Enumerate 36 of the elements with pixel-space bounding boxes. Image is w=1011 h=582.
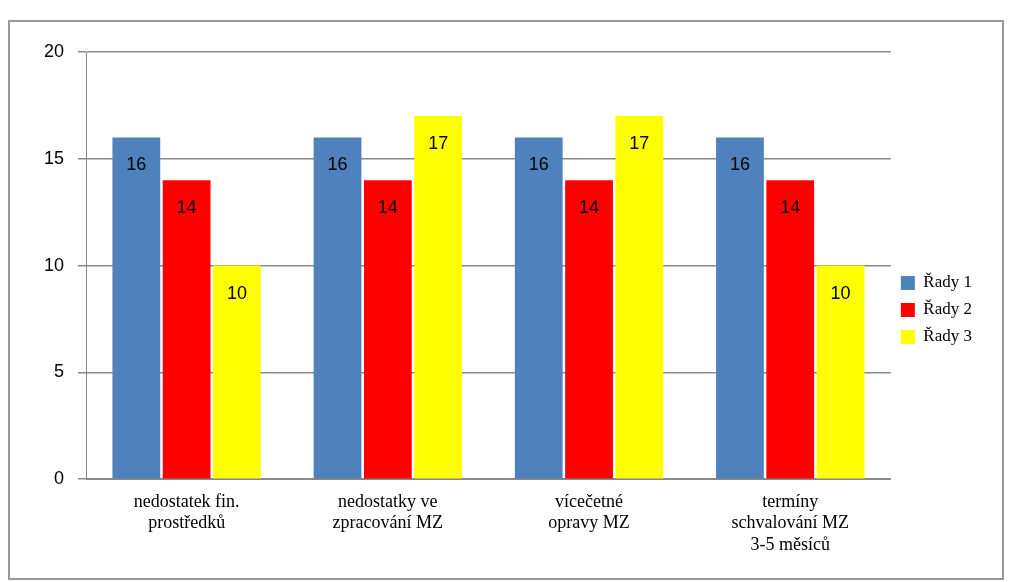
x-tick-label: nedostatky ve zpracování MZ [332,490,444,533]
y-tick-label: 15 [43,147,65,168]
data-label: 16 [327,154,348,175]
y-tick-label: 0 [54,468,65,489]
bar [565,180,613,479]
data-label: 10 [830,282,851,303]
bar [363,180,412,479]
bar [615,116,664,479]
data-label: 16 [729,154,750,175]
data-label: 16 [126,154,147,175]
legend-label: Řady 1 [923,272,973,292]
bar [766,180,815,479]
y-tick-label: 10 [43,254,65,275]
bar [716,137,764,479]
data-label: 10 [226,282,247,303]
data-label: 17 [428,133,449,154]
data-label: 14 [780,197,801,218]
data-label: 14 [377,197,398,218]
x-tick-label: nedostatek fin. prostředků [133,490,240,533]
data-label: 16 [528,154,549,175]
data-label: 17 [629,133,650,154]
bar [313,137,362,479]
y-tick-label: 20 [43,40,65,61]
legend-label: Řady 3 [923,326,973,346]
data-label: 14 [579,197,600,218]
legend-label: Řady 2 [923,299,973,319]
bar [514,137,563,479]
x-tick-label: termíny schvalování MZ 3-5 měsíců [731,490,849,554]
bar [213,265,261,479]
y-tick-label: 5 [54,361,65,382]
data-label: 14 [176,197,197,218]
bar [112,137,161,479]
bar [816,265,865,479]
bar [162,180,211,479]
bar [414,116,463,479]
x-tick-label: vícečetné opravy MZ [548,490,630,533]
